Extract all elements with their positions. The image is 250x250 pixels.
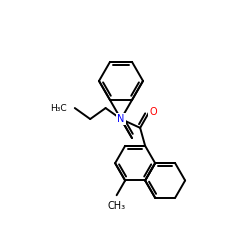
Text: H₃C: H₃C <box>50 104 67 112</box>
Text: CH₃: CH₃ <box>108 201 126 211</box>
Text: N: N <box>117 114 125 124</box>
Text: O: O <box>149 108 157 118</box>
